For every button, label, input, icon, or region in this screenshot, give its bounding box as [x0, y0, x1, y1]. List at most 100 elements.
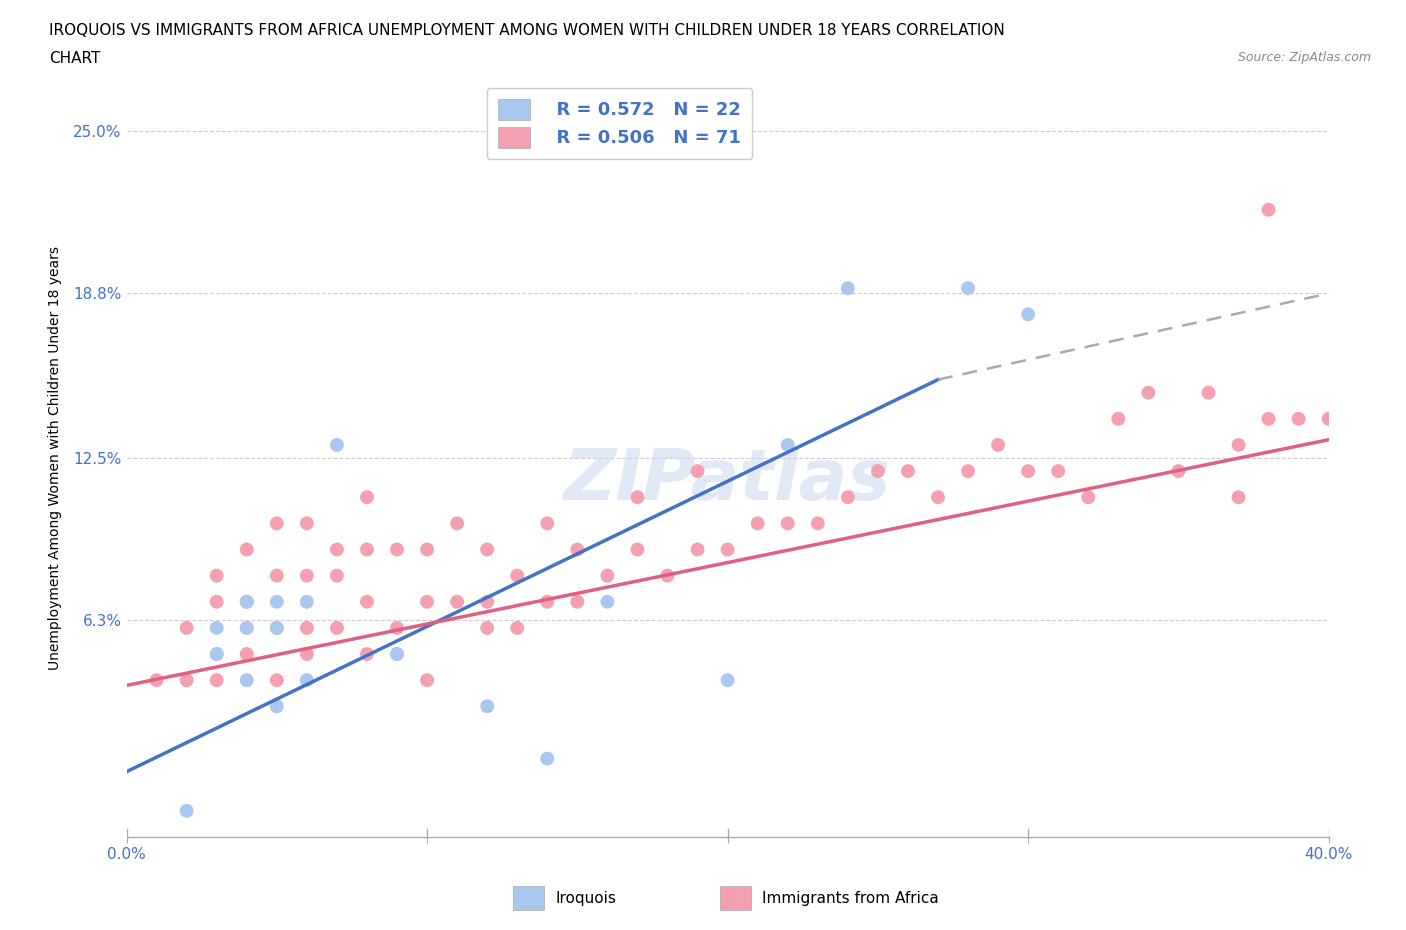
Point	[1107, 411, 1129, 426]
Point	[567, 542, 589, 557]
Point	[747, 516, 769, 531]
Point	[1017, 464, 1039, 479]
Point	[235, 620, 259, 635]
Point	[205, 620, 228, 635]
Point	[266, 672, 288, 687]
Point	[1047, 464, 1070, 479]
Point	[266, 516, 288, 531]
Point	[1227, 490, 1250, 505]
Point	[205, 594, 228, 609]
Point	[176, 804, 198, 818]
Point	[205, 568, 228, 583]
Point	[356, 594, 378, 609]
Point	[266, 594, 288, 609]
Point	[536, 516, 558, 531]
Point	[235, 594, 259, 609]
Point	[686, 542, 709, 557]
Point	[446, 516, 468, 531]
Point	[176, 620, 198, 635]
Point	[567, 594, 589, 609]
Point	[1167, 464, 1189, 479]
Point	[205, 646, 228, 661]
Point	[776, 437, 799, 452]
Point	[837, 490, 859, 505]
Point	[235, 646, 259, 661]
Point	[266, 698, 288, 713]
Point	[596, 568, 619, 583]
Point	[1288, 411, 1310, 426]
Point	[776, 516, 799, 531]
Text: Source: ZipAtlas.com: Source: ZipAtlas.com	[1237, 51, 1371, 64]
Point	[235, 542, 259, 557]
Point	[295, 672, 318, 687]
Point	[266, 620, 288, 635]
Point	[385, 542, 408, 557]
Point	[266, 568, 288, 583]
Point	[326, 620, 349, 635]
Point	[536, 751, 558, 766]
Text: Immigrants from Africa: Immigrants from Africa	[762, 891, 939, 906]
Point	[1017, 307, 1039, 322]
Point	[385, 646, 408, 661]
Text: IROQUOIS VS IMMIGRANTS FROM AFRICA UNEMPLOYMENT AMONG WOMEN WITH CHILDREN UNDER : IROQUOIS VS IMMIGRANTS FROM AFRICA UNEMP…	[49, 23, 1005, 38]
Text: ZIPatlas: ZIPatlas	[564, 446, 891, 515]
Text: Iroquois: Iroquois	[555, 891, 616, 906]
Point	[506, 568, 529, 583]
Point	[837, 281, 859, 296]
Point	[176, 672, 198, 687]
Point	[295, 516, 318, 531]
Point	[716, 542, 740, 557]
Point	[686, 464, 709, 479]
Point	[385, 646, 408, 661]
Point	[356, 646, 378, 661]
Y-axis label: Unemployment Among Women with Children Under 18 years: Unemployment Among Women with Children U…	[48, 246, 62, 670]
Point	[266, 620, 288, 635]
Point	[416, 672, 439, 687]
Point	[897, 464, 920, 479]
Point	[295, 646, 318, 661]
Point	[506, 620, 529, 635]
Point	[295, 594, 318, 609]
Point	[326, 542, 349, 557]
Point	[596, 594, 619, 609]
Point	[235, 620, 259, 635]
Point	[956, 464, 979, 479]
Point	[446, 594, 468, 609]
Point	[475, 698, 498, 713]
Point	[1227, 437, 1250, 452]
Point	[716, 672, 740, 687]
Point	[1077, 490, 1099, 505]
Point	[657, 568, 679, 583]
Point	[536, 594, 558, 609]
Point	[1257, 411, 1279, 426]
Point	[356, 490, 378, 505]
Point	[416, 594, 439, 609]
Point	[295, 568, 318, 583]
Point	[626, 542, 648, 557]
Point	[235, 594, 259, 609]
Point	[205, 646, 228, 661]
Point	[235, 672, 259, 687]
Point	[416, 542, 439, 557]
Point	[1317, 411, 1340, 426]
Text: CHART: CHART	[49, 51, 101, 66]
Point	[807, 516, 830, 531]
Point	[956, 281, 979, 296]
Point	[1257, 203, 1279, 218]
Point	[1137, 385, 1160, 400]
Legend:   R = 0.572   N = 22,   R = 0.506   N = 71: R = 0.572 N = 22, R = 0.506 N = 71	[486, 88, 752, 159]
Point	[205, 672, 228, 687]
Point	[385, 620, 408, 635]
Point	[326, 437, 349, 452]
Point	[927, 490, 949, 505]
Point	[475, 542, 498, 557]
Point	[1197, 385, 1219, 400]
Point	[626, 490, 648, 505]
Point	[295, 620, 318, 635]
Point	[866, 464, 889, 479]
Point	[475, 620, 498, 635]
Point	[356, 542, 378, 557]
Point	[145, 672, 167, 687]
Point	[475, 594, 498, 609]
Point	[326, 568, 349, 583]
